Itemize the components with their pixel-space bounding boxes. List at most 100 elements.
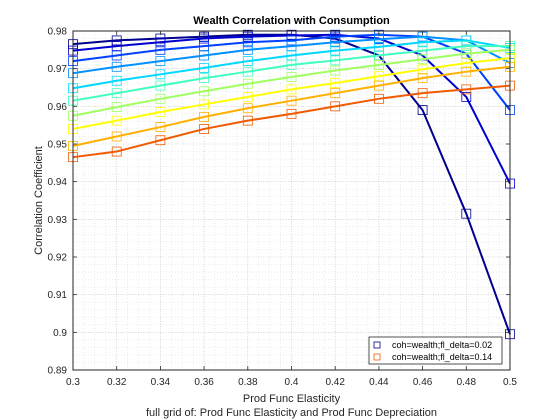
minor-grid xyxy=(73,31,510,370)
series-8 xyxy=(68,61,515,151)
x-axis-label: Prod Func Elasticity xyxy=(243,393,341,405)
y-tick-label: 0.89 xyxy=(48,366,68,377)
x-tick-label: 0.44 xyxy=(369,377,389,388)
y-tick-label: 0.97 xyxy=(48,64,68,75)
data-point-marker xyxy=(417,73,428,83)
y-axis-label: Correlation Coefficient xyxy=(33,146,45,255)
data-point-marker xyxy=(111,131,122,142)
legend: coh=wealth;fl_delta=0.02 coh=wealth;fl_d… xyxy=(368,336,503,365)
data-point-marker xyxy=(155,56,166,67)
data-point-marker xyxy=(111,41,122,51)
data-point-marker xyxy=(242,66,253,77)
x-tick-label: 0.48 xyxy=(457,377,477,388)
data-point-marker xyxy=(461,92,472,102)
data-point-marker xyxy=(155,135,166,146)
series-line xyxy=(72,57,511,130)
data-point-marker xyxy=(199,73,210,83)
legend-label-1: coh=wealth;fl_delta=0.14 xyxy=(392,352,492,362)
data-point-marker xyxy=(242,44,253,55)
x-tick-label: 0.42 xyxy=(325,377,345,388)
data-point-marker xyxy=(373,60,384,70)
data-point-marker xyxy=(199,86,210,97)
series-9 xyxy=(68,80,515,163)
data-point-marker xyxy=(286,50,297,61)
legend-marker-1 xyxy=(373,353,381,361)
series-line xyxy=(72,39,511,90)
x-tick-label: 0.34 xyxy=(151,377,171,388)
data-point-marker xyxy=(155,37,166,48)
data-point-marker xyxy=(199,124,210,134)
y-tick-label: 0.96 xyxy=(48,102,68,113)
data-point-marker xyxy=(417,105,428,115)
y-tick-label: 0.94 xyxy=(48,177,68,188)
y-tick-label: 0.91 xyxy=(48,290,68,301)
data-point-marker xyxy=(111,50,122,61)
data-point-marker xyxy=(111,88,122,99)
y-tick-label: 0.92 xyxy=(48,253,68,264)
data-point-marker xyxy=(242,103,253,114)
data-point-marker xyxy=(155,80,166,91)
data-point-marker xyxy=(155,93,166,104)
data-point-marker xyxy=(417,54,428,65)
x-tick-label: 0.36 xyxy=(194,377,214,388)
y-tick-label: 0.93 xyxy=(48,215,68,226)
data-point-marker xyxy=(242,56,253,67)
data-point-marker xyxy=(111,146,122,157)
data-point-marker xyxy=(199,63,210,73)
y-tick-label: 0.9 xyxy=(53,328,67,339)
data-point-marker xyxy=(461,84,472,95)
data-point-marker xyxy=(417,88,428,99)
y-tick-label: 0.95 xyxy=(48,140,68,151)
series-line xyxy=(72,65,511,147)
data-point-marker xyxy=(373,50,384,61)
data-point-marker xyxy=(373,93,384,104)
data-point-marker xyxy=(330,101,341,112)
data-point-marker xyxy=(330,55,341,66)
data-point-marker xyxy=(155,122,166,132)
data-point-marker xyxy=(242,37,253,48)
legend-box xyxy=(368,336,503,365)
data-point-marker xyxy=(373,71,384,82)
data-point-marker xyxy=(286,72,297,82)
data-point-marker xyxy=(461,48,472,59)
x-tick-label: 0.5 xyxy=(503,377,517,388)
data-point-marker xyxy=(155,69,166,80)
series-line xyxy=(72,84,511,159)
data-point-marker xyxy=(286,60,297,70)
series-line xyxy=(72,35,511,75)
series-line xyxy=(72,48,511,117)
data-point-marker xyxy=(155,107,166,117)
data-point-marker xyxy=(286,95,297,106)
y-tick-label: 0.98 xyxy=(48,27,68,38)
data-point-marker xyxy=(242,115,253,126)
chart-title: Wealth Correlation with Consumption xyxy=(193,15,390,27)
data-point-marker xyxy=(330,45,341,56)
data-point-marker xyxy=(461,66,472,77)
data-point-marker xyxy=(286,108,297,119)
series-line xyxy=(72,45,510,102)
data-point-marker xyxy=(417,37,428,48)
data-point-marker xyxy=(461,208,472,219)
data-point-marker xyxy=(286,41,297,51)
x-tick-label: 0.3 xyxy=(66,377,80,388)
data-point-marker xyxy=(111,35,122,46)
data-point-marker xyxy=(286,35,297,46)
chart-subtitle: full grid of: Prod Func Elasticity and P… xyxy=(146,407,437,419)
data-point-marker xyxy=(111,61,122,72)
x-tick-label: 0.32 xyxy=(107,377,127,388)
x-tick-label: 0.38 xyxy=(238,377,258,388)
y-axis: 0.89 0.9 0.91 0.92 0.93 0.94 0.95 0.96 0.97 0.98 xyxy=(48,27,510,377)
data-point-marker xyxy=(242,78,253,89)
legend-label-0: coh=wealth;fl_delta=0.02 xyxy=(392,340,492,350)
data-point-marker xyxy=(199,99,210,110)
data-point-marker xyxy=(111,102,122,112)
data-point-marker xyxy=(330,78,341,88)
data-point-marker xyxy=(111,75,122,86)
data-point-marker xyxy=(199,50,210,61)
data-point-marker xyxy=(330,65,341,76)
data-point-marker xyxy=(330,88,341,99)
x-axis: 0.3 0.32 0.34 0.36 0.38 0.4 0.42 0.44 0.46 0.48 0.… xyxy=(66,31,517,388)
data-point-marker xyxy=(461,41,472,51)
x-tick-label: 0.46 xyxy=(413,377,433,388)
